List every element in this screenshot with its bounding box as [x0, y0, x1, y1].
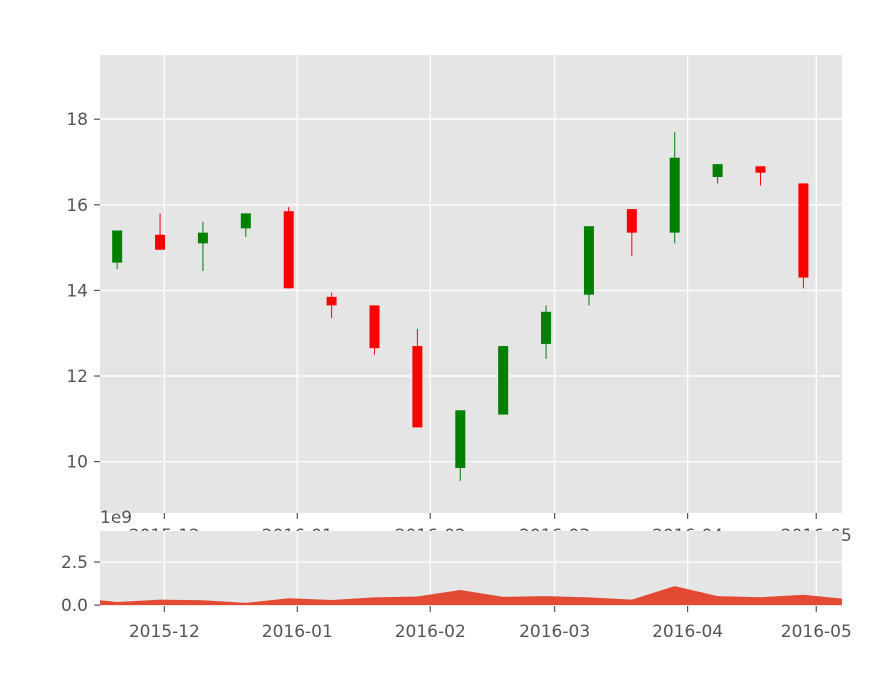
volume-area: [100, 586, 842, 606]
candle-body: [541, 311, 552, 344]
volume-y-tick-label: 0.0: [61, 596, 88, 616]
price-y-tick-label: 14: [66, 281, 88, 301]
candle-body: [626, 209, 637, 233]
volume-x-tick-label: 2015-12: [129, 622, 200, 642]
price-candles: [112, 132, 809, 481]
candle-body: [112, 230, 123, 263]
candle-body: [498, 346, 509, 415]
volume-x-tick-label: 2016-04: [652, 622, 723, 642]
volume-x-ticks: 2015-12 2016-01 2016-02 2016-03 2016-04 2016-…: [129, 606, 852, 642]
volume-x-tick-label: 2016-05: [781, 622, 852, 642]
candle-body: [240, 213, 251, 229]
volume-x-tick-label: 2016-02: [395, 622, 466, 642]
candle-body: [455, 410, 466, 469]
candle-body: [798, 183, 809, 278]
volume-x-tick-label: 2016-03: [519, 622, 590, 642]
volume-y-ticks: 0.0 2.5: [61, 553, 100, 616]
volume-panel: 0.0 2.5 2015-12 2016-01 2016-02 2016-03 2016-…: [61, 508, 852, 642]
candle-body: [712, 164, 723, 177]
candle-body: [412, 346, 423, 428]
price-y-tick-label: 12: [66, 367, 88, 387]
candle-body: [755, 166, 766, 173]
candle-body: [669, 157, 680, 233]
candle-body: [197, 232, 208, 244]
volume-scale-label: 1e9: [100, 508, 132, 528]
price-plot-area: [100, 55, 842, 513]
candle-body: [583, 226, 594, 295]
candle-body: [369, 305, 380, 349]
volume-x-tick-label: 2016-01: [262, 622, 333, 642]
candle-body: [326, 296, 337, 306]
price-y-tick-label: 10: [66, 453, 88, 473]
volume-y-tick-label: 2.5: [61, 553, 88, 573]
candle-body: [155, 234, 166, 250]
candle-body: [283, 211, 294, 289]
price-y-ticks: 10 12 14 16 18: [66, 110, 100, 473]
price-y-tick-label: 18: [66, 110, 88, 130]
price-y-tick-label: 16: [66, 196, 88, 216]
price-grid: [100, 55, 842, 513]
